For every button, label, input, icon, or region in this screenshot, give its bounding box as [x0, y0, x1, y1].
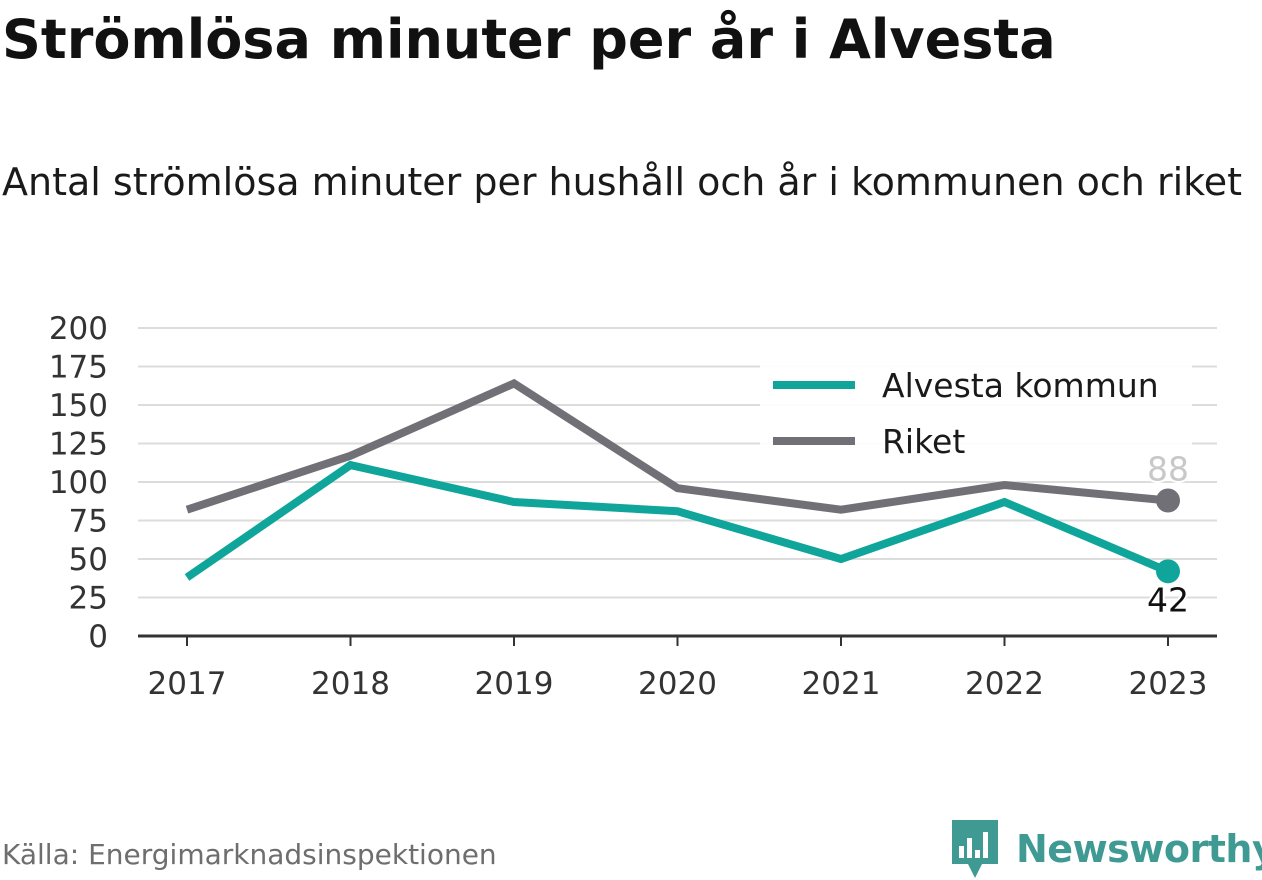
- source-note: Källa: Energimarknadsinspektionen: [2, 838, 497, 871]
- series-line: [185, 378, 1169, 514]
- y-tick-label: 0: [88, 619, 108, 655]
- brand-logo: Newsworthy: [950, 818, 1262, 880]
- y-tick-label: 175: [49, 350, 108, 386]
- x-tick-label: 2019: [475, 666, 554, 702]
- end-labels: 88 42: [1145, 447, 1191, 621]
- x-tick-label: 2021: [802, 666, 881, 702]
- end-point: [1156, 488, 1180, 513]
- legend-label: Alvesta kommun: [882, 366, 1159, 405]
- x-axis: 2017 2018 2019 2020 2021 2022 2023: [138, 634, 1217, 702]
- y-tick-label: 25: [69, 581, 108, 617]
- y-tick-label: 150: [49, 388, 108, 424]
- series-lines: [184, 378, 1180, 584]
- y-tick-label: 50: [69, 542, 108, 578]
- newsworthy-logo-icon: [952, 820, 998, 878]
- brand-name: Newsworthy: [1016, 827, 1262, 871]
- x-tick-label: 2020: [638, 666, 717, 702]
- y-tick-label: 75: [69, 504, 108, 540]
- x-tick-label: 2022: [965, 666, 1044, 702]
- y-tick-label: 125: [49, 427, 108, 463]
- y-tick-label: 100: [49, 465, 108, 501]
- legend-background: [760, 358, 1192, 468]
- legend: Alvesta kommun Riket: [760, 358, 1192, 468]
- chart-subtitle: Antal strömlösa minuter per hushåll och …: [2, 160, 1243, 204]
- end-label-alvesta: 42: [1147, 580, 1189, 619]
- x-tick-label: 2023: [1129, 666, 1208, 702]
- x-tick-label: 2017: [148, 666, 227, 702]
- legend-label: Riket: [882, 422, 965, 461]
- y-tick-label: 200: [49, 311, 108, 347]
- end-point: [1156, 559, 1180, 584]
- end-label-riket: 88: [1147, 449, 1189, 488]
- chart-title: Strömlösa minuter per år i Alvesta: [2, 8, 1056, 71]
- x-tick-label: 2018: [311, 666, 390, 702]
- series-line: [184, 460, 1170, 581]
